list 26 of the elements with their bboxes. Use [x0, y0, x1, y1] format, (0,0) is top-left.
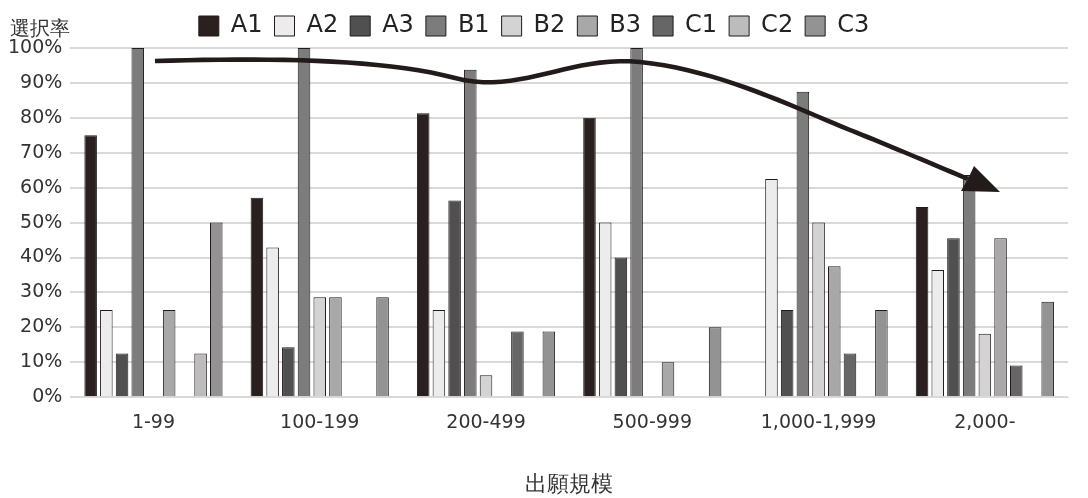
legend-label: C2: [761, 10, 794, 39]
legend-label: B2: [533, 10, 566, 39]
legend-label: A1: [230, 10, 263, 39]
y-tick-label: 40%: [20, 244, 63, 267]
legend-label: B3: [609, 10, 642, 39]
legend-label: B1: [457, 10, 490, 39]
y-tick-label: 90%: [20, 69, 63, 92]
y-tick-label: 10%: [20, 349, 63, 372]
x-tick-label: 1-99: [131, 409, 176, 432]
y-tick-label: 0%: [32, 384, 63, 407]
legend-label: C3: [837, 10, 870, 39]
y-tick-label: 20%: [20, 314, 63, 337]
legend-label: A2: [306, 10, 339, 39]
y-tick-label: 60%: [20, 174, 63, 197]
legend-label: A3: [382, 10, 414, 39]
y-tick-label: 70%: [20, 139, 63, 162]
x-tick-label: 1,000-1,999: [760, 409, 877, 432]
y-tick-label: 80%: [20, 104, 63, 127]
x-tick-label: 2,000-: [954, 409, 1016, 432]
x-tick-label: 500-999: [612, 409, 692, 432]
y-tick-label: 30%: [20, 279, 63, 302]
legend-label: C1: [685, 10, 718, 39]
x-tick-label: 100-199: [280, 409, 360, 432]
x-axis-title: 出願規模: [525, 470, 614, 496]
x-tick-label: 200-499: [446, 409, 526, 432]
y-tick-label: 50%: [20, 209, 63, 232]
